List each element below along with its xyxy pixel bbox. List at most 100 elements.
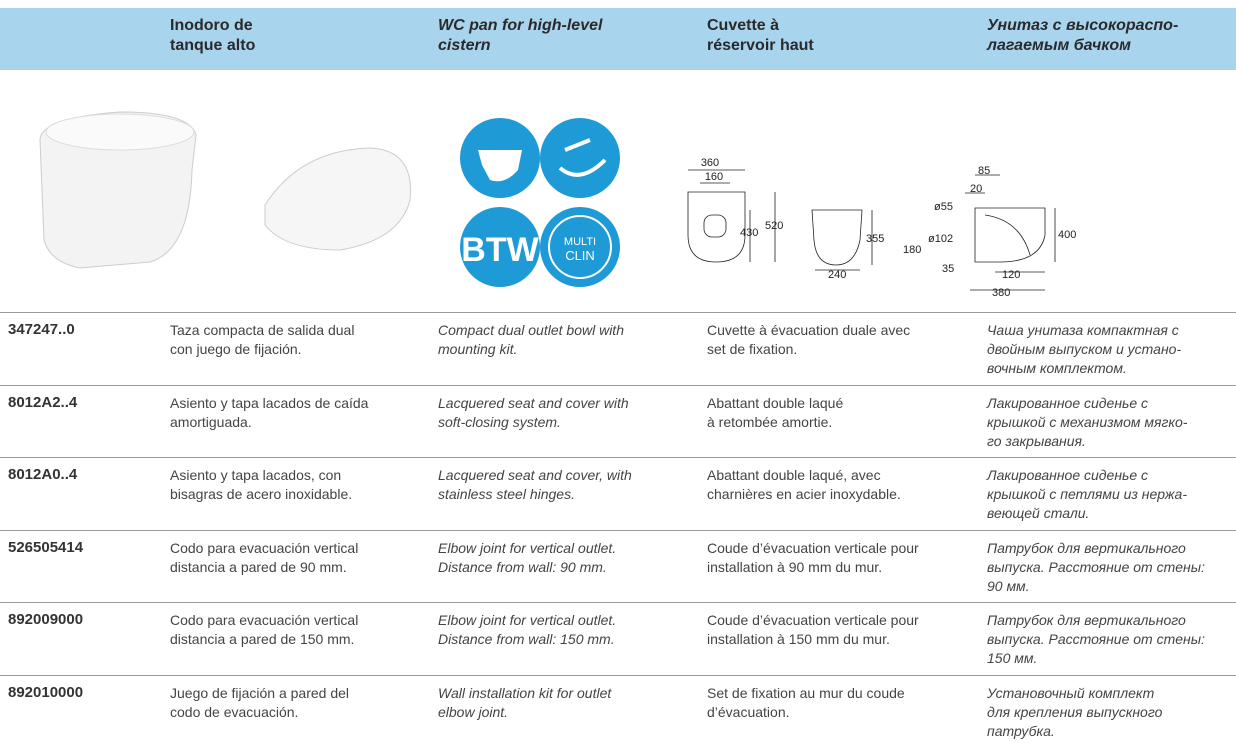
description-line: патрубка. bbox=[987, 722, 1055, 739]
table-row: 892010000 Juego de fijación a pared del co… bbox=[0, 674, 1236, 748]
header-line: WC pan for high-level bbox=[438, 17, 603, 34]
description-line: Wall installation kit for outlet bbox=[438, 684, 612, 701]
description: Lacquered seat and cover with soft-closin… bbox=[438, 394, 629, 432]
description: Wall installation kit for outlet elbow jo… bbox=[438, 684, 611, 722]
description-line: amortiguada. bbox=[170, 413, 252, 430]
drawing-side bbox=[811, 209, 863, 266]
description: Патрубок для вертикального выпуска. Расст… bbox=[987, 611, 1205, 668]
description-line: Патрубок для вертикального bbox=[987, 612, 1186, 628]
dim-lines bbox=[688, 169, 776, 262]
description-line: mounting kit. bbox=[438, 341, 518, 357]
description-line: Чаша унитаза компактная с bbox=[987, 322, 1179, 338]
description: Asiento y tapa lacados de caída amortigua… bbox=[170, 394, 368, 432]
header-cell: Inodoro de tanque alto bbox=[170, 16, 255, 56]
icon-label: MULTI bbox=[564, 236, 596, 248]
drawing-section bbox=[974, 207, 1046, 263]
description: Установочный комплект для крепления выпус… bbox=[987, 684, 1162, 741]
description-line: Elbow joint for vertical outlet. bbox=[438, 539, 617, 556]
description-line: Abattant double laqué bbox=[707, 394, 844, 411]
header-band: Inodoro de tanque alto WC pan for high-lev… bbox=[0, 8, 1236, 70]
description: Codo para evacuación vertical distancia a… bbox=[170, 611, 358, 649]
table-row: 526505414 Codo para evacuación vertical di… bbox=[0, 529, 1236, 603]
table-row: 892009000 Codo para evacuación vertical di… bbox=[0, 602, 1236, 675]
dimension: 120 bbox=[1002, 269, 1020, 281]
description-line: distancia a pared de 150 mm. bbox=[170, 631, 355, 647]
description-line: веющей стали. bbox=[987, 505, 1090, 521]
description-line: Juego de fijación a pared del bbox=[170, 684, 350, 701]
description-line: Lacquered seat and cover with bbox=[438, 394, 629, 411]
description-line: à retombée amortie. bbox=[707, 413, 833, 430]
description-line: Codo para evacuación vertical bbox=[170, 539, 359, 556]
description-line: Coude d’évacuation verticale pour bbox=[707, 539, 919, 556]
icon-glyph bbox=[478, 150, 522, 182]
description-line: distancia a pared de 90 mm. bbox=[170, 558, 347, 575]
header-line: лагаемым бачком bbox=[987, 37, 1131, 54]
products: BTW MULTI CLIN 360 160 430 520 355 240 8… bbox=[39, 111, 1076, 299]
description-line: вочным комплектом. bbox=[987, 360, 1127, 376]
header-line: cistern bbox=[438, 37, 491, 54]
header-line: Inodoro de bbox=[170, 17, 253, 34]
icon-ring bbox=[548, 215, 612, 279]
description-line: con juego de fijación. bbox=[170, 341, 302, 357]
description-line: Compact dual outlet bowl with bbox=[438, 322, 624, 338]
description-line: charnières en acier inoxydable. bbox=[707, 486, 901, 502]
dimension: 85 bbox=[978, 165, 990, 177]
description-line: Лакированное сиденье с bbox=[987, 394, 1149, 411]
dimension: 35 bbox=[942, 263, 954, 275]
description-line: для крепления выпускного bbox=[987, 703, 1163, 720]
seat-photo bbox=[264, 147, 411, 251]
description-line: Abattant double laqué, avec bbox=[707, 467, 881, 483]
product-code: 8012A0..4 bbox=[8, 466, 78, 483]
dim-lines bbox=[815, 210, 873, 271]
description: Abattant double laqué à retombée amortie. bbox=[707, 394, 843, 432]
description-line: Taza compacta de salida dual bbox=[170, 322, 355, 338]
description-line: soft-closing system. bbox=[438, 413, 561, 430]
product-code: 8012A2..4 bbox=[8, 393, 78, 411]
dimension: 400 bbox=[1058, 229, 1076, 241]
description-line: codo de evacuación. bbox=[170, 703, 299, 720]
description-line: Lacquered seat and cover, with bbox=[438, 467, 632, 483]
description-line: elbow joint. bbox=[438, 703, 509, 720]
dim-lines bbox=[965, 174, 1056, 291]
description-line: Asiento y tapa lacados de caída bbox=[170, 394, 369, 411]
description-line: крышкой с петлями из нержа- bbox=[987, 486, 1187, 502]
dimension: 380 bbox=[992, 287, 1010, 299]
description: Cuvette à évacuation duale avec set de fi… bbox=[707, 321, 910, 359]
description-line: двойным выпуском и устано- bbox=[987, 341, 1182, 357]
description: Coude d’évacuation verticale pour install… bbox=[707, 611, 919, 649]
description-line: Codo para evacuación vertical bbox=[170, 612, 359, 628]
header-cell: Унитаз с высокораспо-лагаемым бачком bbox=[987, 16, 1178, 56]
description-line: выпуска. Расстояние от стены: bbox=[987, 631, 1205, 647]
description: Elbow joint for vertical outlet. Distance… bbox=[438, 611, 616, 649]
description: Лакированное сиденье с крышкой с петлями … bbox=[987, 466, 1187, 523]
icon-glyph bbox=[558, 138, 607, 177]
description-line: Патрубок для вертикального bbox=[987, 539, 1186, 556]
table-row: 347247..0 Taza compacta de salida dual con… bbox=[0, 312, 1236, 385]
dimension: 355 bbox=[866, 233, 884, 245]
dimension: 20 bbox=[970, 183, 982, 195]
description-line: крышкой с механизмом мягко- bbox=[987, 413, 1188, 430]
dimension: ø55 bbox=[934, 201, 953, 213]
description: Taza compacta de salida dual con juego de… bbox=[170, 321, 354, 359]
toilet-lid bbox=[45, 113, 195, 151]
description-line: Установочный комплект bbox=[987, 684, 1155, 701]
dimension: ø102 bbox=[928, 233, 953, 245]
header-line: tanque alto bbox=[170, 37, 256, 54]
description-line: Distance from wall: 150 mm. bbox=[438, 631, 615, 647]
description-line: Set de fixation au mur du coude bbox=[707, 684, 905, 701]
description-line: d’évacuation. bbox=[707, 703, 790, 720]
description-line: installation à 90 mm du mur. bbox=[707, 558, 883, 575]
header-line: Унитаз с высокораспо- bbox=[987, 17, 1179, 34]
icon-btw bbox=[460, 207, 540, 287]
description: Elbow joint for vertical outlet. Distance… bbox=[438, 539, 616, 577]
dimension: 160 bbox=[705, 171, 723, 183]
description-line: Cuvette à évacuation duale avec bbox=[707, 322, 911, 338]
product-code: 892010000 bbox=[8, 683, 84, 701]
description-line: Distance from wall: 90 mm. bbox=[438, 558, 607, 575]
description-line: stainless steel hinges. bbox=[438, 486, 575, 502]
dimension: 430 bbox=[740, 227, 758, 239]
icon-label: CLIN bbox=[565, 248, 595, 263]
drawing-front bbox=[687, 191, 746, 263]
description-line: Asiento y tapa lacados, con bbox=[170, 467, 342, 483]
